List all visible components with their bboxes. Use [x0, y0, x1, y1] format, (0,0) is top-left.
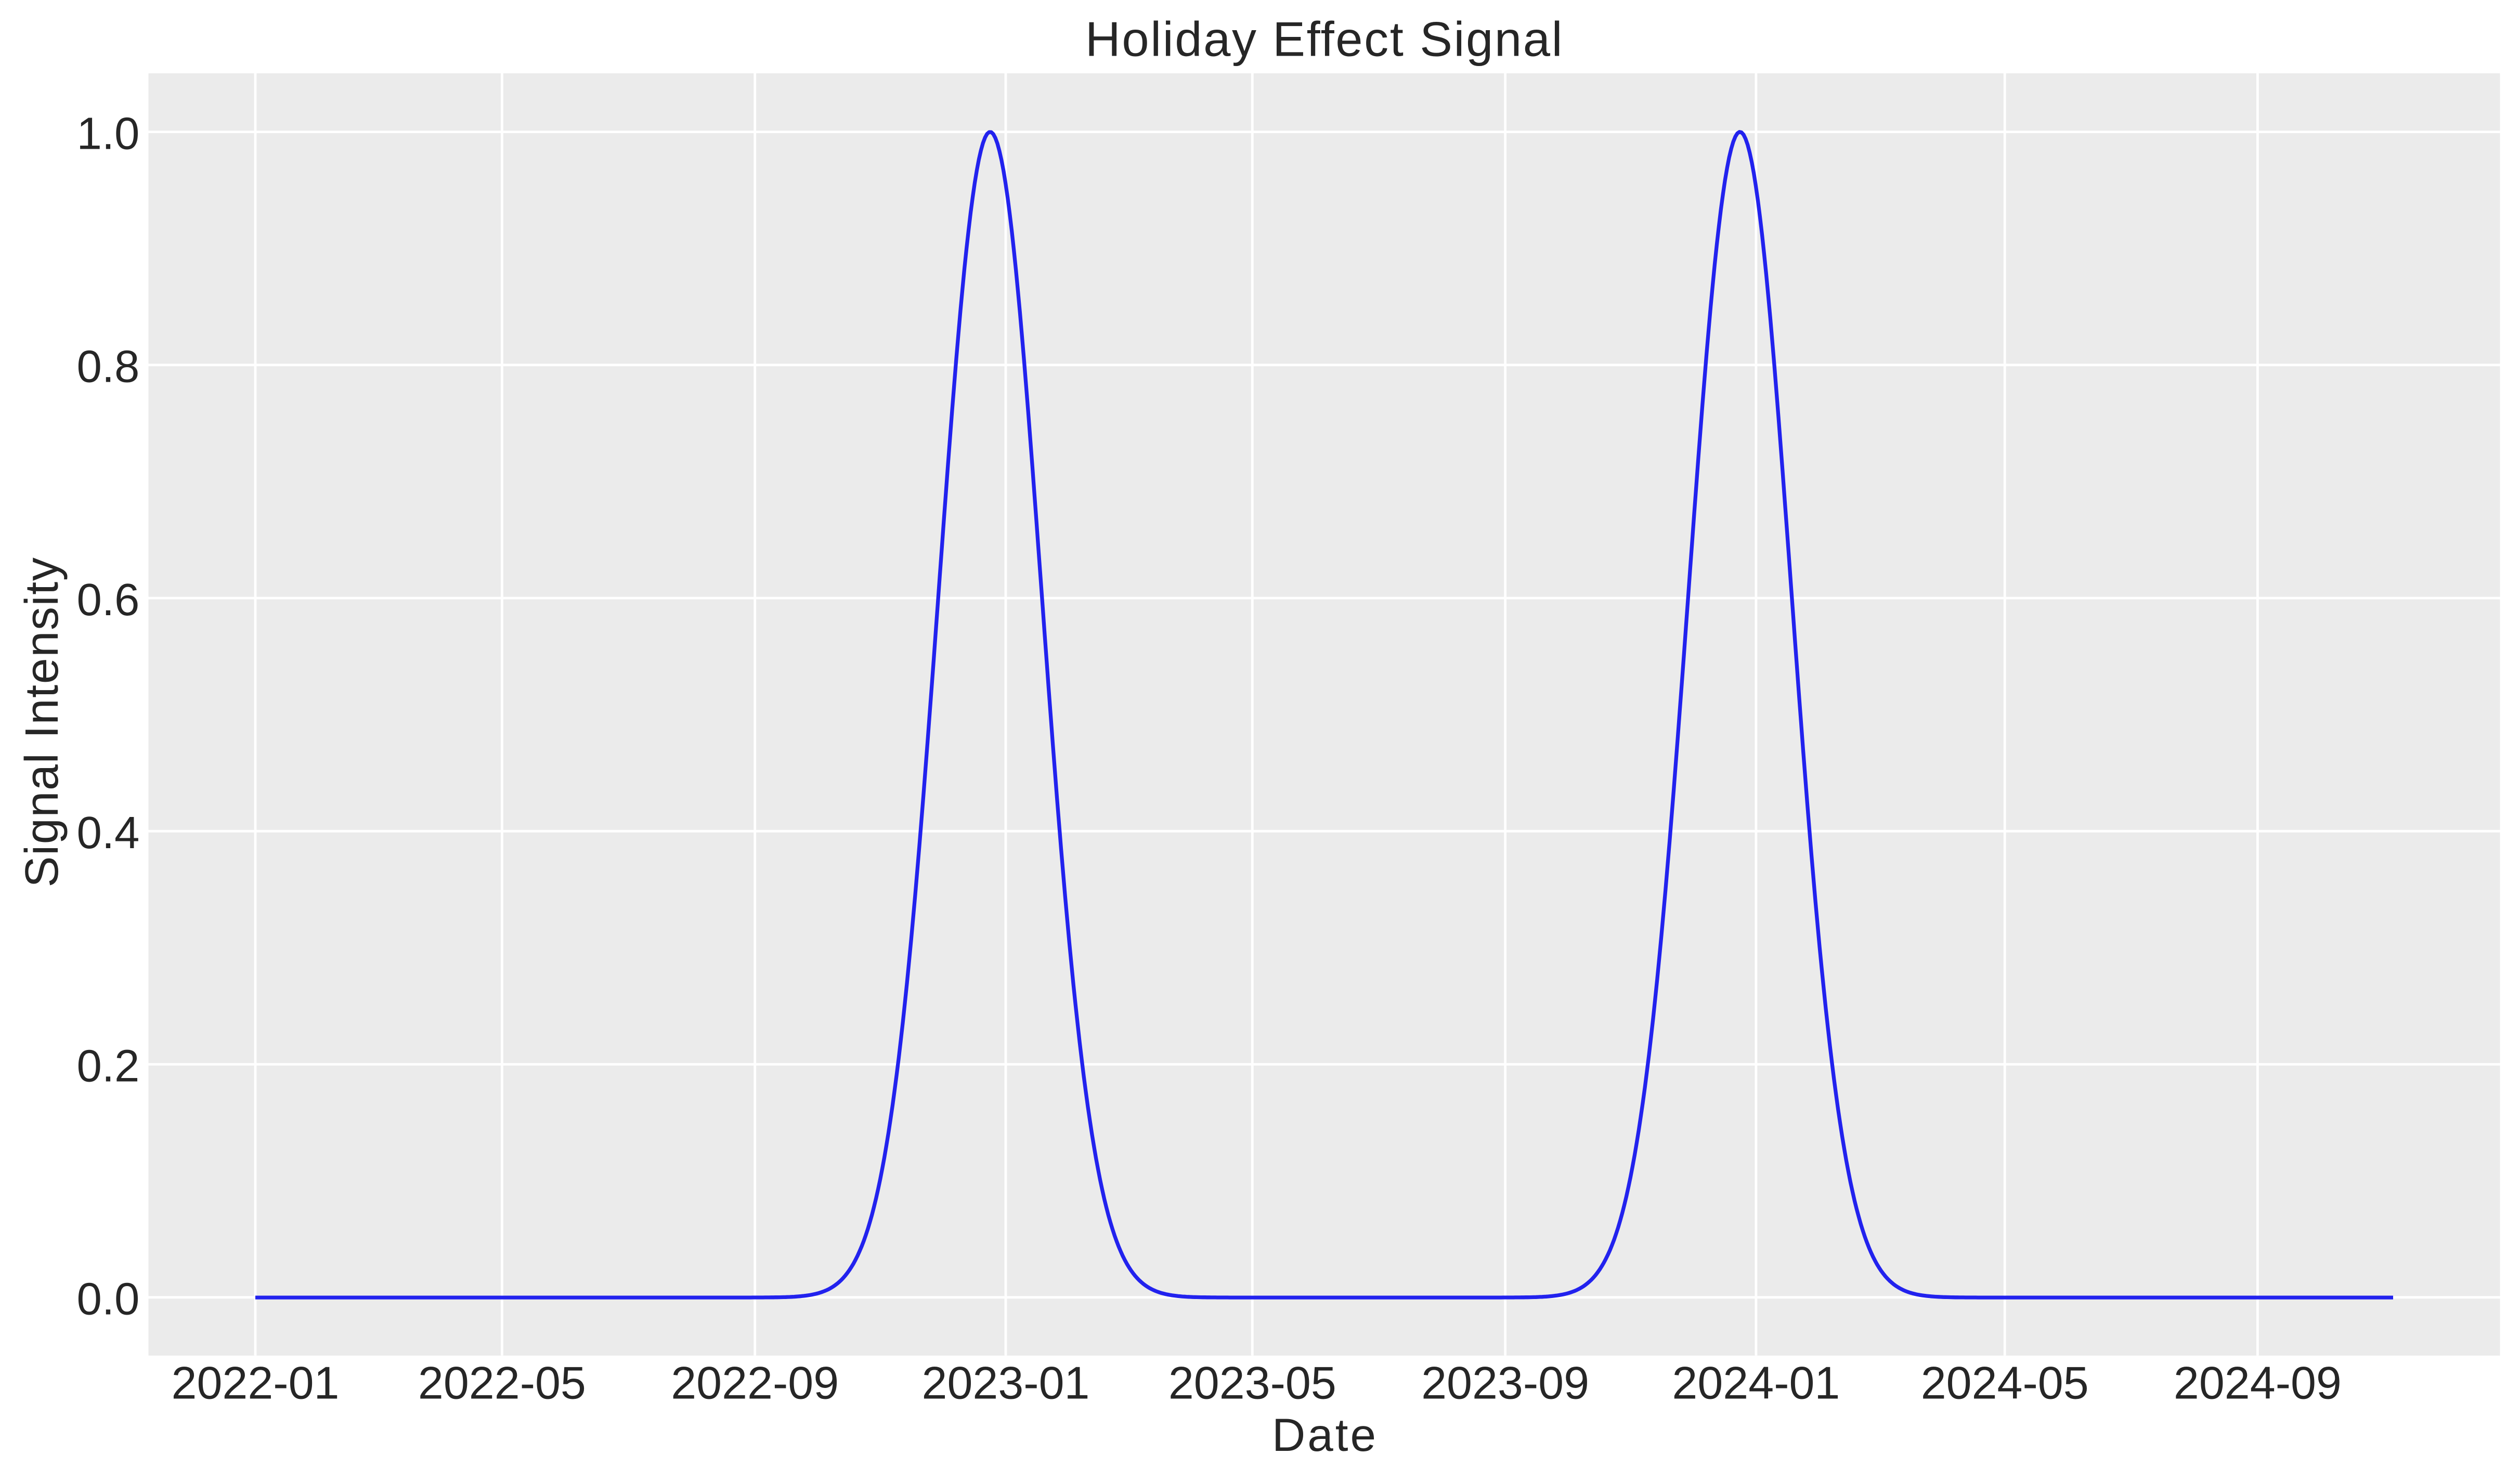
svg-text:2024-01: 2024-01 [1672, 1357, 1840, 1408]
svg-text:0.2: 0.2 [76, 1041, 139, 1091]
svg-text:2024-09: 2024-09 [2174, 1357, 2342, 1408]
svg-text:2022-01: 2022-01 [172, 1357, 340, 1408]
svg-text:1.0: 1.0 [76, 108, 139, 159]
svg-text:2022-05: 2022-05 [418, 1357, 586, 1408]
svg-text:2023-01: 2023-01 [922, 1357, 1090, 1408]
svg-text:2022-09: 2022-09 [671, 1357, 839, 1408]
svg-text:0.6: 0.6 [76, 575, 139, 625]
svg-text:0.0: 0.0 [76, 1274, 139, 1325]
svg-text:0.4: 0.4 [76, 808, 139, 858]
svg-text:Signal Intensity: Signal Intensity [16, 557, 68, 888]
svg-text:0.8: 0.8 [76, 342, 139, 392]
svg-text:2023-09: 2023-09 [1421, 1357, 1589, 1408]
svg-text:Date: Date [1272, 1409, 1378, 1461]
svg-text:2023-05: 2023-05 [1168, 1357, 1336, 1408]
svg-text:2024-05: 2024-05 [1921, 1357, 2089, 1408]
svg-text:Holiday Effect Signal: Holiday Effect Signal [1085, 12, 1564, 67]
